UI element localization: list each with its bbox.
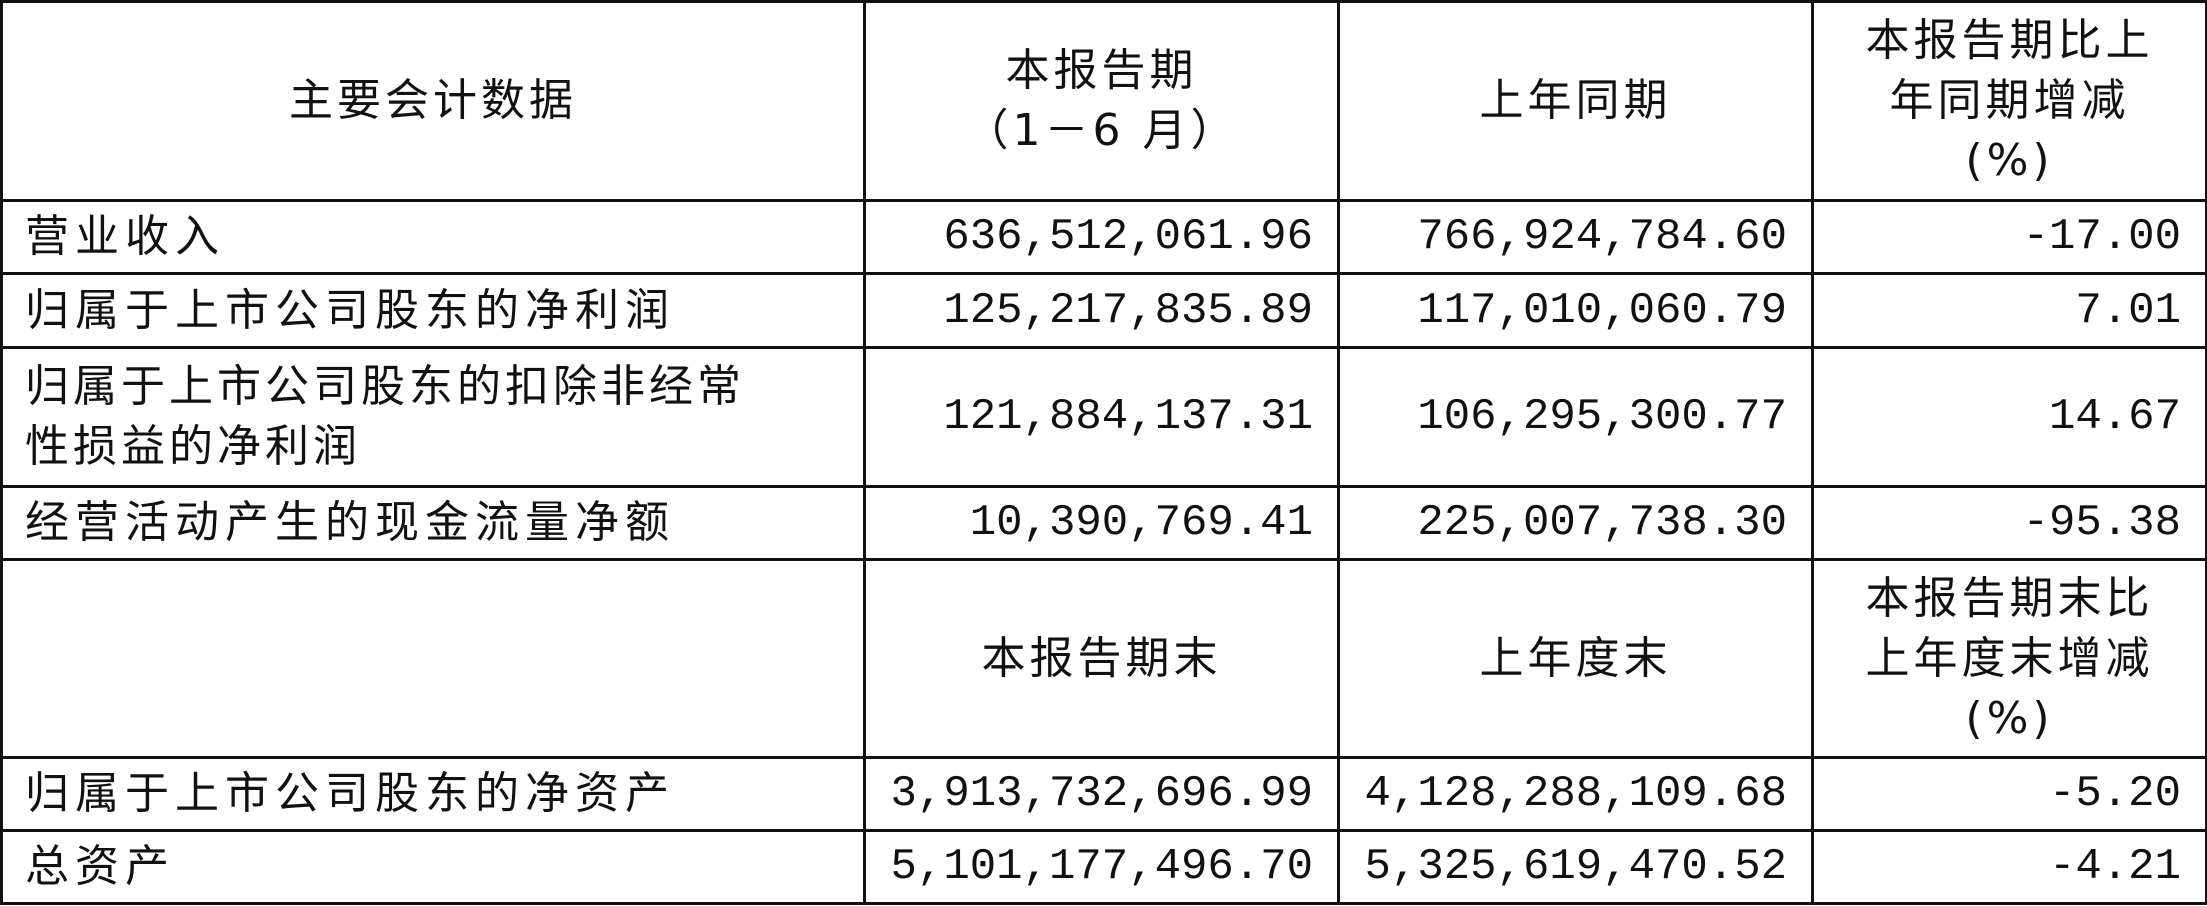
header-line: 年同期增减 (1889, 75, 2130, 126)
row-label: 归属于上市公司股东的扣除非经常 性损益的净利润 (0, 346, 866, 488)
row-label: 营业收入 (0, 199, 866, 275)
table-row: 经营活动产生的现金流量净额 10,390,769.41 225,007,738.… (0, 485, 2207, 561)
current-value: 10,390,769.41 (863, 485, 1340, 561)
row-label: 归属于上市公司股东的净资产 (0, 756, 866, 832)
prior-value: 5,325,619,470.52 (1337, 829, 1814, 905)
header-row-2: 本报告期末 上年度末 本报告期末比 上年度末增减 (%) (0, 558, 2207, 759)
change-value: -4.21 (1811, 829, 2207, 905)
table-row: 归属于上市公司股东的净利润 125,217,835.89 117,010,060… (0, 272, 2207, 349)
label-line: 性损益的净利润 (25, 421, 361, 472)
table-row: 归属于上市公司股东的扣除非经常 性损益的净利润 121,884,137.31 1… (0, 346, 2207, 488)
prior-value: 117,010,060.79 (1337, 272, 1814, 349)
header-line: 本报告期末比 (1865, 572, 2154, 624)
header-current-period: 本报告期 （1－6 月） (863, 0, 1340, 202)
header-prior-year-end: 上年度末 (1337, 558, 1814, 759)
row-label: 归属于上市公司股东的净利润 (0, 272, 866, 349)
prior-value: 225,007,738.30 (1337, 485, 1814, 561)
table-row: 营业收入 636,512,061.96 766,924,784.60 -17.0… (0, 199, 2207, 275)
current-value: 121,884,137.31 (863, 346, 1340, 488)
header-change: 本报告期比上 年同期增减 (%) (1811, 0, 2207, 202)
header-line: (%) (1965, 692, 2054, 744)
change-value: 7.01 (1811, 272, 2207, 349)
header-row: 主要会计数据 本报告期 （1－6 月） 上年同期 本报告期比上 年同期增减 (%… (0, 0, 2207, 202)
table-row: 总资产 5,101,177,496.70 5,325,619,470.52 -4… (0, 829, 2207, 905)
current-value: 125,217,835.89 (863, 272, 1340, 349)
table-row: 归属于上市公司股东的净资产 3,913,732,696.99 4,128,288… (0, 756, 2207, 832)
prior-value: 4,128,288,109.68 (1337, 756, 1814, 832)
header-line: （1－6 月） (964, 105, 1239, 156)
change-value: -17.00 (1811, 199, 2207, 275)
header-line: 本报告期比上 (1865, 15, 2154, 66)
change-value: -95.38 (1811, 485, 2207, 561)
row-label: 经营活动产生的现金流量净额 (0, 485, 866, 561)
row-label: 总资产 (0, 829, 866, 905)
current-value: 3,913,732,696.99 (863, 756, 1340, 832)
header-item-blank (0, 558, 866, 759)
prior-value: 106,295,300.77 (1337, 346, 1814, 488)
header-change-2: 本报告期末比 上年度末增减 (%) (1811, 558, 2207, 759)
label-line: 归属于上市公司股东的扣除非经常 (25, 361, 745, 412)
header-line: 本报告期 (1005, 45, 1198, 96)
header-prior-period: 上年同期 (1337, 0, 1814, 202)
header-item: 主要会计数据 (0, 0, 866, 202)
header-line: (%) (1965, 135, 2054, 186)
change-value: -5.20 (1811, 756, 2207, 832)
header-period-end: 本报告期末 (863, 558, 1340, 759)
prior-value: 766,924,784.60 (1337, 199, 1814, 275)
current-value: 636,512,061.96 (863, 199, 1340, 275)
current-value: 5,101,177,496.70 (863, 829, 1340, 905)
change-value: 14.67 (1811, 346, 2207, 488)
header-line: 上年度末增减 (1865, 632, 2154, 684)
